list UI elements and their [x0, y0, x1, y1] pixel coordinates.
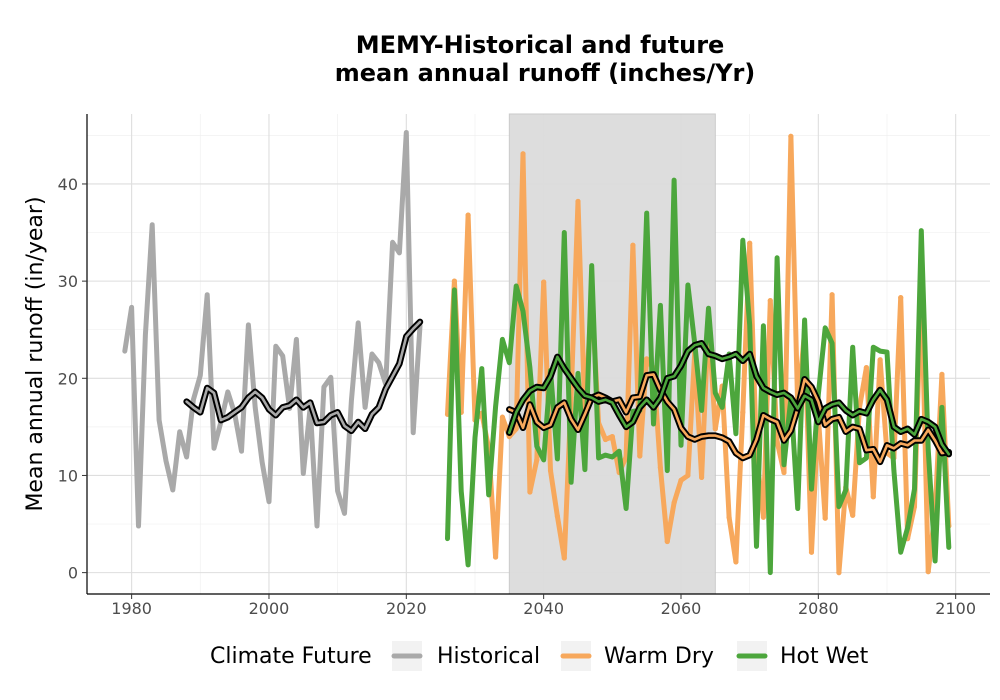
- series-line-warm-dry: [445, 133, 952, 576]
- point-warm-dry: [492, 554, 499, 560]
- point-warm-dry: [939, 371, 945, 378]
- smoothed-line-warm-dry: [507, 373, 951, 464]
- plot-area: [87, 113, 990, 595]
- x-tick-label: 2000: [249, 599, 290, 618]
- smoothed-line-historical: [185, 320, 422, 433]
- point-warm-dry: [925, 569, 931, 575]
- point-warm-dry: [698, 474, 705, 481]
- point-warm-dry: [808, 549, 815, 555]
- smoothed-line-hot-wet: [507, 341, 951, 456]
- y-tick-label: 30: [58, 272, 78, 291]
- y-axis-label: Mean annual runoff (in/year): [23, 196, 48, 511]
- point-warm-dry: [630, 242, 636, 248]
- chart-title: MEMY-Historical and future: [356, 31, 725, 59]
- point-warm-dry: [870, 494, 876, 500]
- point-warm-dry: [547, 467, 554, 474]
- point-warm-dry: [822, 515, 828, 521]
- x-tick-label: 2060: [661, 599, 702, 618]
- point-warm-dry: [829, 292, 835, 298]
- series-line-historical: [122, 130, 423, 529]
- point-warm-dry: [898, 295, 904, 301]
- chart-subtitle: mean annual runoff (inches/Yr): [335, 59, 756, 87]
- point-warm-dry: [863, 365, 869, 371]
- point-warm-dry: [774, 438, 780, 445]
- point-warm-dry: [609, 433, 615, 440]
- legend-label-historical: Historical: [437, 644, 540, 669]
- point-warm-dry: [657, 465, 663, 471]
- x-tick-label: 2040: [523, 599, 564, 618]
- x-tick-label: 2100: [935, 599, 976, 618]
- point-warm-dry: [760, 514, 766, 520]
- point-warm-dry: [644, 356, 650, 362]
- x-tick-label: 2080: [798, 599, 839, 618]
- point-warm-dry: [740, 409, 746, 415]
- point-warm-dry: [685, 472, 691, 479]
- point-warm-dry: [575, 198, 581, 205]
- point-warm-dry: [541, 279, 547, 285]
- point-warm-dry: [733, 559, 739, 565]
- axes: 1980 2000 2020 2040 2060 2080 2100 0 10 20 30 40: [58, 114, 990, 618]
- point-warm-dry: [451, 278, 457, 284]
- legend-label-warm-dry: Warm Dry: [604, 644, 714, 669]
- y-tick-label: 20: [58, 369, 78, 388]
- point-warm-dry: [534, 457, 540, 463]
- point-warm-dry: [465, 212, 471, 218]
- point-warm-dry: [788, 133, 794, 139]
- point-warm-dry: [850, 512, 856, 518]
- series-line-hot-wet: [445, 177, 952, 576]
- legend: Climate Future Historical Warm Dry Hot W…: [210, 641, 869, 671]
- point-warm-dry: [554, 513, 560, 519]
- point-warm-dry: [513, 426, 519, 432]
- y-tick-label: 10: [58, 466, 78, 485]
- point-warm-dry: [499, 414, 506, 420]
- legend-title: Climate Future: [210, 644, 372, 669]
- point-warm-dry: [602, 436, 609, 443]
- y-tick-label: 0: [68, 564, 78, 583]
- point-warm-dry: [527, 489, 533, 495]
- legend-label-hot-wet: Hot Wet: [780, 644, 869, 669]
- point-warm-dry: [747, 240, 753, 246]
- point-warm-dry: [836, 570, 842, 576]
- point-warm-dry: [678, 477, 684, 483]
- y-tick-label: 40: [58, 175, 78, 194]
- x-tick-label: 2020: [386, 599, 427, 618]
- point-warm-dry: [671, 500, 677, 506]
- point-warm-dry: [664, 538, 670, 545]
- point-warm-dry: [520, 151, 526, 157]
- point-warm-dry: [767, 297, 773, 304]
- point-warm-dry: [781, 469, 787, 476]
- x-tick-label: 1980: [111, 599, 152, 618]
- point-warm-dry: [877, 357, 883, 363]
- point-warm-dry: [712, 426, 718, 432]
- point-warm-dry: [561, 555, 567, 561]
- point-warm-dry: [726, 514, 732, 520]
- point-warm-dry: [637, 453, 643, 459]
